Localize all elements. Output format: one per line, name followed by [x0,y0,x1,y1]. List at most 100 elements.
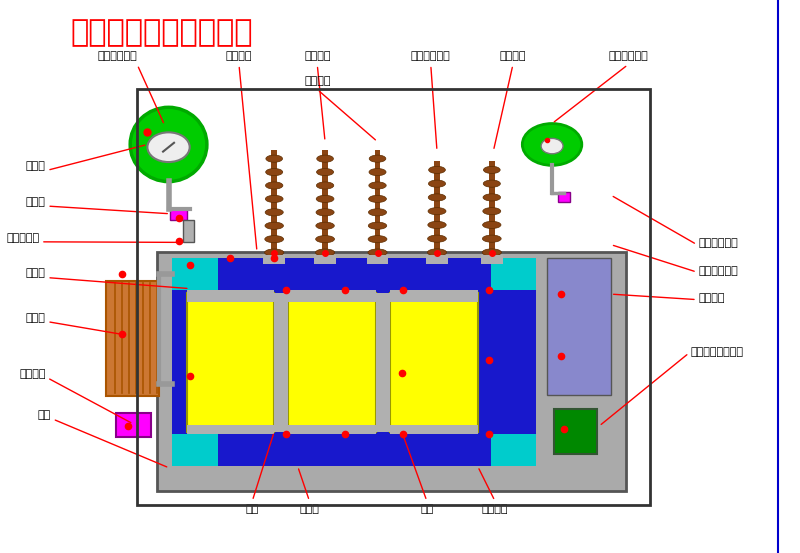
FancyBboxPatch shape [390,293,478,432]
Ellipse shape [266,195,283,202]
Ellipse shape [368,236,387,243]
FancyBboxPatch shape [106,281,159,397]
Ellipse shape [369,169,386,176]
Ellipse shape [130,107,207,181]
Ellipse shape [368,249,387,256]
Ellipse shape [428,194,446,201]
FancyBboxPatch shape [322,150,328,257]
Ellipse shape [483,194,501,201]
Ellipse shape [265,208,283,216]
Ellipse shape [368,222,386,229]
FancyBboxPatch shape [489,161,494,257]
FancyBboxPatch shape [271,150,277,257]
FancyBboxPatch shape [481,255,502,264]
Ellipse shape [427,249,446,256]
Text: 铁心引出套管: 铁心引出套管 [411,51,450,61]
FancyBboxPatch shape [288,293,376,432]
FancyBboxPatch shape [546,258,610,395]
Ellipse shape [482,235,501,242]
FancyBboxPatch shape [116,413,150,437]
FancyBboxPatch shape [157,252,626,491]
Ellipse shape [428,207,446,215]
Text: 压力释放: 压力释放 [226,51,252,61]
Ellipse shape [483,166,500,174]
Text: 吹风装置: 吹风装置 [19,369,46,379]
FancyBboxPatch shape [491,258,537,290]
Ellipse shape [483,207,501,215]
Ellipse shape [316,195,334,202]
FancyBboxPatch shape [182,221,194,242]
FancyBboxPatch shape [366,255,389,264]
Text: 有载开关油枕: 有载开关油枕 [608,51,648,61]
Ellipse shape [265,222,283,229]
FancyBboxPatch shape [186,290,274,302]
Text: 下夹件: 下夹件 [299,504,319,514]
Text: 散热器: 散热器 [26,312,46,322]
FancyBboxPatch shape [186,425,274,435]
Text: 油流继电器: 油流继电器 [6,233,39,243]
FancyBboxPatch shape [314,255,336,264]
FancyBboxPatch shape [173,435,537,466]
Text: 变压器主要器件示意图: 变压器主要器件示意图 [70,18,254,47]
Text: 高压套管: 高压套管 [304,51,330,61]
Ellipse shape [317,169,334,176]
FancyBboxPatch shape [173,258,537,290]
Ellipse shape [482,249,502,256]
FancyBboxPatch shape [186,293,274,432]
FancyBboxPatch shape [170,208,187,220]
Text: 线圈: 线圈 [420,504,434,514]
FancyBboxPatch shape [558,192,570,202]
Circle shape [541,138,563,154]
Ellipse shape [483,180,500,187]
FancyBboxPatch shape [173,258,218,290]
FancyBboxPatch shape [390,290,478,302]
Ellipse shape [316,182,334,189]
Ellipse shape [265,236,284,243]
Text: 变压器油: 变压器油 [482,504,508,514]
Ellipse shape [317,155,334,162]
Ellipse shape [369,208,386,216]
FancyBboxPatch shape [426,255,448,264]
FancyBboxPatch shape [390,425,478,435]
FancyBboxPatch shape [434,161,440,257]
Text: 有载开关: 有载开关 [698,293,725,303]
Ellipse shape [428,235,446,242]
Text: 铁芯: 铁芯 [246,504,259,514]
Ellipse shape [266,155,282,162]
Text: 中零套管: 中零套管 [500,51,526,61]
Circle shape [522,123,582,165]
Text: 油箱: 油箱 [38,410,51,420]
Circle shape [147,132,190,162]
FancyBboxPatch shape [274,293,288,432]
Ellipse shape [315,249,334,256]
FancyBboxPatch shape [288,290,376,302]
Ellipse shape [429,180,446,187]
Text: 有载开关传动: 有载开关传动 [698,266,738,276]
Ellipse shape [266,169,282,176]
Ellipse shape [369,155,386,162]
FancyBboxPatch shape [173,435,218,466]
Ellipse shape [369,182,386,189]
FancyBboxPatch shape [288,425,376,435]
Text: 变压器主油枕: 变压器主油枕 [98,51,138,61]
Ellipse shape [428,221,446,228]
Ellipse shape [482,221,501,228]
Text: 集气室: 集气室 [26,197,46,207]
Ellipse shape [369,195,386,202]
FancyBboxPatch shape [374,150,380,257]
Ellipse shape [266,182,283,189]
Text: 低压套管: 低压套管 [304,76,330,86]
Text: 油位计: 油位计 [26,161,46,171]
Ellipse shape [316,222,334,229]
FancyBboxPatch shape [376,293,390,432]
Text: 有载开关操作机构: 有载开关操作机构 [690,347,743,357]
Text: 有载开关瓦斯: 有载开关瓦斯 [698,238,738,248]
Ellipse shape [316,236,334,243]
FancyBboxPatch shape [173,290,537,435]
Ellipse shape [265,249,284,256]
FancyBboxPatch shape [491,435,537,466]
Text: 上夹件: 上夹件 [26,269,46,279]
FancyBboxPatch shape [263,255,285,264]
Ellipse shape [316,208,334,216]
FancyBboxPatch shape [554,409,598,453]
